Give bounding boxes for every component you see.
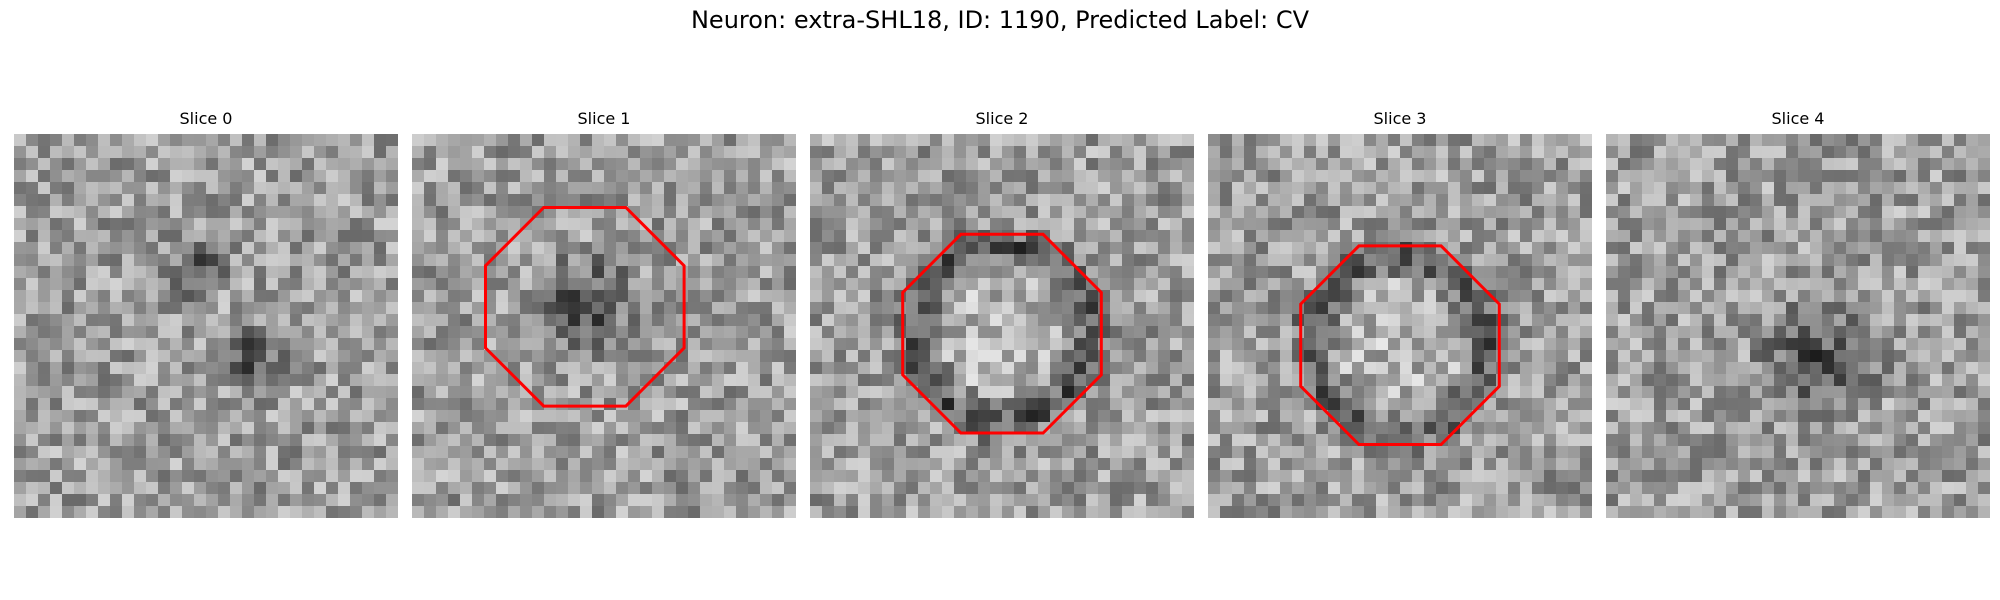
slice-image (810, 134, 1194, 518)
panel-slice-2: Slice 2 (810, 108, 1194, 518)
panel-slice-3: Slice 3 (1208, 108, 1592, 518)
roi-outline (484, 206, 686, 408)
panel-title: Slice 3 (1373, 109, 1427, 128)
panel-title: Slice 4 (1771, 109, 1825, 128)
roi-outline (1299, 244, 1501, 446)
slice-image (412, 134, 796, 518)
roi-outline (901, 232, 1103, 435)
panel-slice-4: Slice 4 (1606, 108, 1990, 518)
panel-slice-0: Slice 0 (14, 108, 398, 518)
slice-image (1606, 134, 1990, 518)
figure-title: Neuron: extra-SHL18, ID: 1190, Predicted… (690, 6, 1310, 34)
panel-title: Slice 0 (179, 109, 233, 128)
slice-image (14, 134, 398, 518)
panel-slice-1: Slice 1 (412, 108, 796, 518)
panel-title: Slice 2 (975, 109, 1029, 128)
panel-title: Slice 1 (577, 109, 631, 128)
slice-image (1208, 134, 1592, 518)
